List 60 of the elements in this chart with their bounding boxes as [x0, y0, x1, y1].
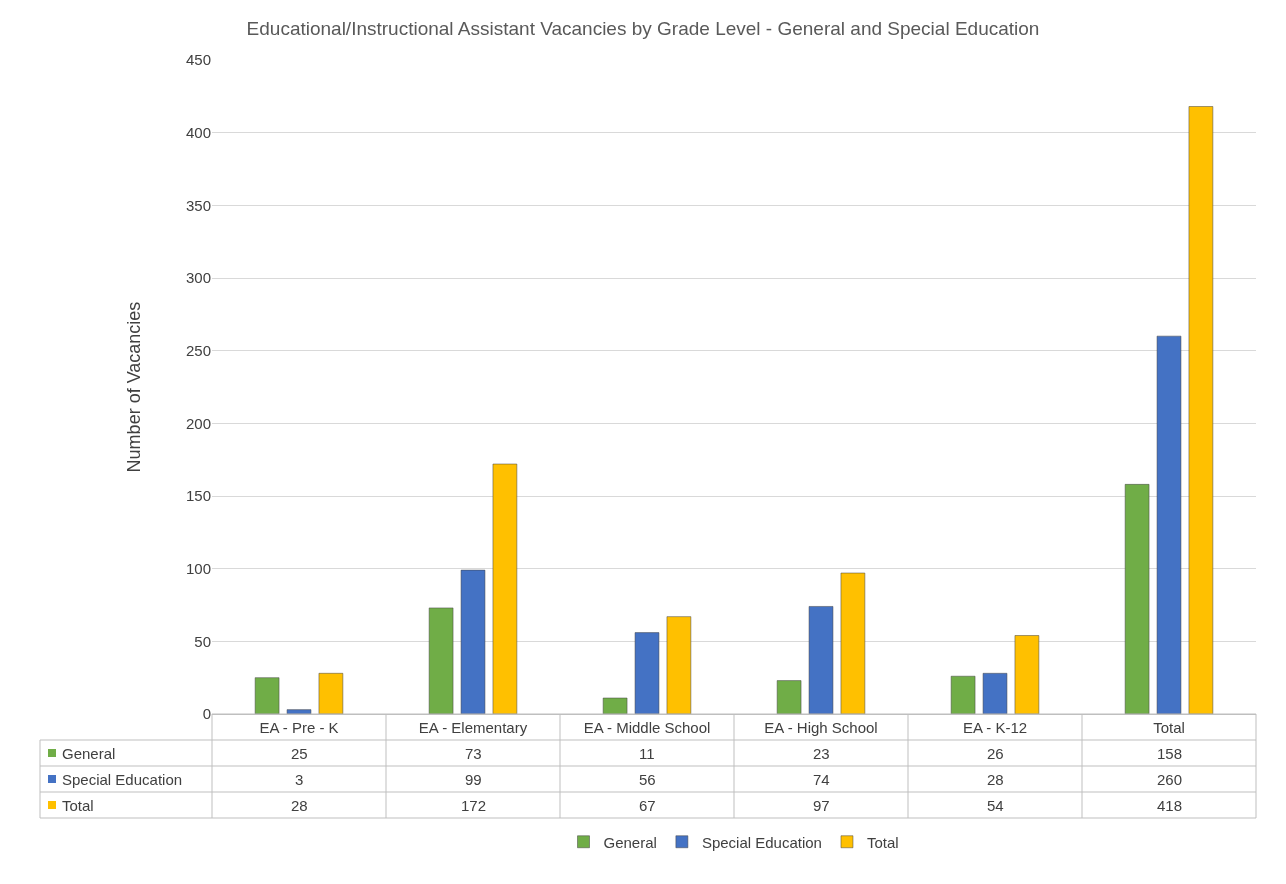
y-tick-label: 50 — [194, 632, 211, 650]
data-label: 28 — [291, 797, 308, 814]
data-label: 67 — [639, 797, 656, 814]
y-axis-title: Number of Vacancies — [124, 301, 145, 473]
bar — [286, 709, 312, 714]
y-tick-label: 200 — [185, 414, 211, 432]
text: General — [62, 745, 116, 762]
y-tick-label: 350 — [185, 196, 211, 214]
bar — [460, 569, 486, 714]
x-tick-label: EA - High School — [764, 719, 878, 736]
bar — [634, 632, 660, 714]
x-tick-label: EA - K-12 — [962, 719, 1028, 736]
y-tick-label: 150 — [185, 487, 211, 505]
data-label: 260 — [1157, 771, 1183, 788]
legend-label: Total — [866, 833, 899, 851]
bar — [1156, 335, 1182, 714]
legend-label: Special Education — [62, 771, 183, 788]
data-label: 25 — [291, 745, 308, 762]
bar — [666, 616, 692, 714]
bar — [950, 675, 976, 714]
data-label: 26 — [987, 745, 1004, 762]
x-tick-label: EA - Elementary — [418, 719, 528, 736]
bar — [1188, 106, 1214, 714]
legend-label: General — [603, 833, 657, 851]
data-label: 99 — [465, 771, 482, 788]
text: Special Education — [701, 833, 822, 851]
bar — [808, 606, 834, 714]
bar — [254, 677, 280, 714]
data-label: 11 — [639, 745, 655, 762]
data-label: 28 — [987, 771, 1004, 788]
bar — [982, 673, 1008, 714]
data-label: 97 — [813, 797, 830, 814]
y-tick-label: 300 — [185, 269, 211, 287]
y-tick-label: 0 — [202, 705, 211, 723]
data-label: 158 — [1157, 745, 1183, 762]
data-label: 3 — [295, 771, 304, 788]
bar — [1014, 635, 1040, 714]
y-tick-label: 250 — [185, 341, 211, 359]
data-label: 74 — [813, 771, 830, 788]
bar — [776, 680, 802, 714]
y-tick-label: 100 — [185, 559, 211, 577]
x-tick-label: EA - Middle School — [583, 719, 711, 736]
data-label: 73 — [465, 745, 482, 762]
bar — [492, 463, 518, 714]
bar — [602, 697, 628, 714]
data-label: 172 — [461, 797, 487, 814]
bar — [318, 673, 344, 714]
bar — [428, 607, 454, 714]
data-label: 418 — [1157, 797, 1183, 814]
text: Total — [62, 797, 94, 814]
data-label: 56 — [639, 771, 656, 788]
chart-title: Educational/Instructional Assistant Vacancies by Grade Level - General and Special Education — [246, 18, 1040, 40]
bar — [1124, 484, 1150, 714]
y-tick-label: 400 — [185, 123, 211, 141]
y-tick-label: 450 — [185, 51, 211, 69]
x-tick-label: EA - Pre - K — [259, 719, 339, 736]
data-label: 23 — [813, 745, 830, 762]
bar — [840, 572, 866, 714]
data-label: 54 — [987, 797, 1004, 814]
x-tick-label: Total — [1153, 719, 1185, 736]
